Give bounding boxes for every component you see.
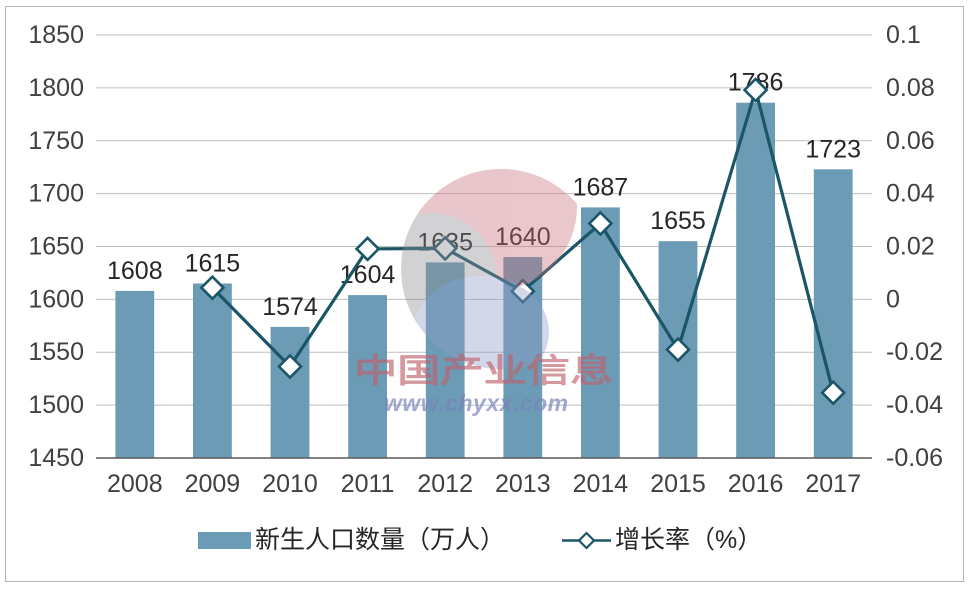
svg-text:2017: 2017 <box>805 470 861 498</box>
svg-text:1750: 1750 <box>28 127 84 155</box>
svg-text:2016: 2016 <box>728 470 784 498</box>
svg-text:2015: 2015 <box>650 470 706 498</box>
svg-text:2014: 2014 <box>573 470 629 498</box>
svg-text:1574: 1574 <box>262 293 318 321</box>
svg-text:2013: 2013 <box>495 470 551 498</box>
svg-text:2012: 2012 <box>417 470 473 498</box>
svg-text:1600: 1600 <box>28 285 84 313</box>
svg-text:0.06: 0.06 <box>886 127 935 155</box>
svg-text:1723: 1723 <box>805 135 861 163</box>
svg-text:1608: 1608 <box>107 257 163 285</box>
svg-text:0.1: 0.1 <box>886 21 921 49</box>
svg-text:0.04: 0.04 <box>886 180 935 208</box>
svg-text:新生人口数量（万人）: 新生人口数量（万人） <box>255 526 505 554</box>
svg-text:-0.06: -0.06 <box>886 444 943 472</box>
svg-text:2010: 2010 <box>262 470 318 498</box>
svg-text:增长率（%）: 增长率（%） <box>615 526 762 554</box>
svg-text:1615: 1615 <box>185 250 241 278</box>
svg-text:1550: 1550 <box>28 338 84 366</box>
svg-text:0.08: 0.08 <box>886 74 935 102</box>
svg-text:2008: 2008 <box>107 470 163 498</box>
svg-text:1687: 1687 <box>573 173 629 201</box>
svg-text:1450: 1450 <box>28 444 84 472</box>
svg-text:1655: 1655 <box>650 207 706 235</box>
svg-text:0.02: 0.02 <box>886 233 935 261</box>
svg-text:-0.02: -0.02 <box>886 338 943 366</box>
svg-text:1850: 1850 <box>28 21 84 49</box>
svg-text:1650: 1650 <box>28 233 84 261</box>
svg-text:1500: 1500 <box>28 391 84 419</box>
svg-text:0: 0 <box>886 285 900 313</box>
svg-text:2009: 2009 <box>185 470 241 498</box>
svg-text:2011: 2011 <box>341 470 395 498</box>
svg-text:1700: 1700 <box>28 180 84 208</box>
svg-text:1640: 1640 <box>495 223 551 251</box>
svg-text:1800: 1800 <box>28 74 84 102</box>
svg-text:-0.04: -0.04 <box>886 391 943 419</box>
svg-text:1604: 1604 <box>340 261 396 289</box>
